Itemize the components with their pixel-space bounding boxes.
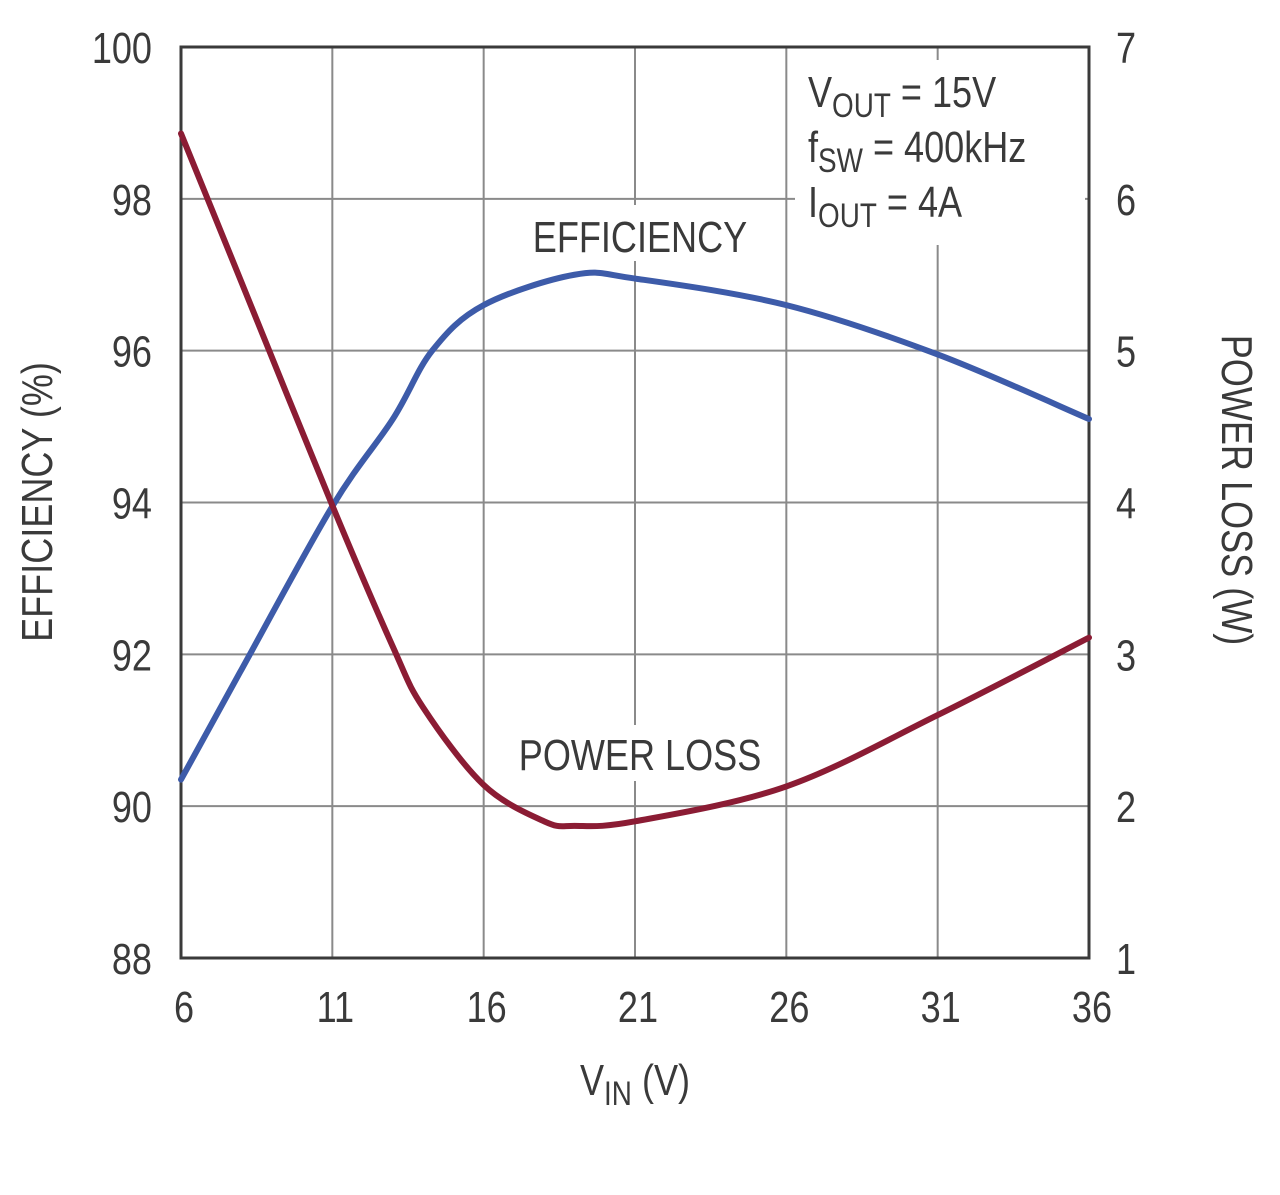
y2-tick-label: 6 — [1116, 175, 1136, 224]
x-tick-label: 26 — [769, 983, 809, 1032]
y2-tick-label: 4 — [1116, 479, 1136, 528]
y2-tick-label: 2 — [1116, 783, 1136, 832]
condition-line-group: VOUT = 15V — [808, 68, 996, 125]
y-tick-label-group: 100 — [92, 24, 152, 73]
plot-frame — [179, 45, 1091, 960]
x-axis-label-group: VIN (V) — [580, 1056, 690, 1113]
x-tick-label-group: 6 — [174, 983, 194, 1032]
y2-axis-label: POWER LOSS (W) — [1212, 335, 1261, 646]
y2-tick-label: 1 — [1116, 935, 1136, 984]
y-tick-label-group: 88 — [112, 935, 152, 984]
y-tick-label: 92 — [112, 631, 152, 680]
condition-text: VOUT = 15V — [808, 68, 996, 125]
x-tick-label-group: 21 — [618, 983, 658, 1032]
y-tick-label: 94 — [112, 479, 152, 528]
x-tick-label-group: 36 — [1072, 983, 1112, 1032]
power-loss-line — [178, 130, 1092, 830]
y-tick-label-group: 90 — [112, 783, 152, 832]
efficiency-series-label: EFFICIENCY — [533, 213, 747, 262]
power-loss-series-label-group: POWER LOSS — [519, 731, 761, 780]
y2-tick-label-group: 4 — [1116, 479, 1136, 528]
condition-text: fSW = 400kHz — [808, 123, 1026, 180]
x-tick-label: 21 — [618, 983, 658, 1032]
y2-tick-label-group: 6 — [1116, 175, 1136, 224]
conditions-background — [795, 60, 1085, 245]
x-axis-label: VIN (V) — [580, 1056, 690, 1113]
y-tick-label-group: 94 — [112, 479, 152, 528]
x-tick-label-group: 31 — [921, 983, 961, 1032]
x-tick-label: 16 — [467, 983, 507, 1032]
x-tick-label: 36 — [1072, 983, 1112, 1032]
x-tick-label-group: 16 — [467, 983, 507, 1032]
y2-tick-label-group: 3 — [1116, 631, 1136, 680]
y-tick-label: 96 — [112, 327, 152, 376]
y2-tick-label-group: 2 — [1116, 783, 1136, 832]
y2-tick-label-group: 5 — [1116, 327, 1136, 376]
y2-tick-label-group: 1 — [1116, 935, 1136, 984]
y2-tick-label: 7 — [1116, 24, 1136, 73]
efficiency-line — [178, 269, 1092, 783]
y-tick-label: 100 — [92, 24, 152, 73]
y2-tick-label: 3 — [1116, 631, 1136, 680]
power-loss-series-label: POWER LOSS — [519, 731, 761, 780]
x-tick-label: 6 — [174, 983, 194, 1032]
condition-text: IOUT = 4A — [808, 178, 962, 235]
y-tick-label: 88 — [112, 935, 152, 984]
condition-line-group: IOUT = 4A — [808, 178, 962, 235]
y-tick-label: 98 — [112, 175, 152, 224]
efficiency-label-background — [520, 205, 760, 261]
y2-axis-label-group: POWER LOSS (W) — [1212, 335, 1261, 646]
x-tick-label-group: 26 — [769, 983, 809, 1032]
condition-line-group: fSW = 400kHz — [808, 123, 1026, 180]
y-axis-label: EFFICIENCY (%) — [13, 362, 62, 642]
y-tick-label: 90 — [112, 783, 152, 832]
x-tick-label-group: 11 — [317, 983, 354, 1032]
power-loss-label-background — [500, 725, 780, 781]
x-tick-label: 31 — [921, 983, 961, 1032]
efficiency-series-label-group: EFFICIENCY — [533, 213, 747, 262]
y-tick-label-group: 98 — [112, 175, 152, 224]
y-tick-label-group: 96 — [112, 327, 152, 376]
x-tick-label: 11 — [317, 983, 354, 1032]
y2-tick-label-group: 7 — [1116, 24, 1136, 73]
y-tick-label-group: 92 — [112, 631, 152, 680]
y2-tick-label: 5 — [1116, 327, 1136, 376]
y-axis-label-group: EFFICIENCY (%) — [13, 362, 62, 642]
